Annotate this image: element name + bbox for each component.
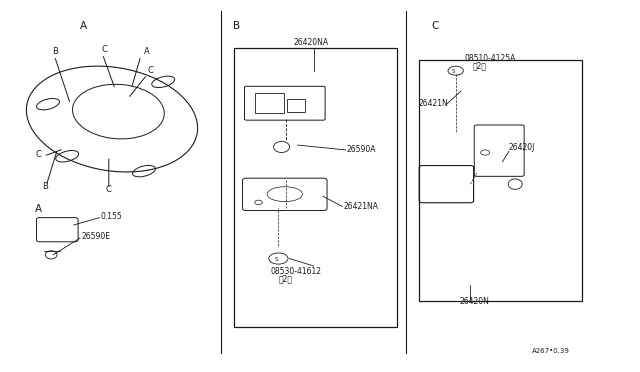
Text: C: C [106, 185, 111, 194]
Text: 26421NA: 26421NA [344, 202, 379, 211]
Text: C: C [148, 65, 154, 74]
Text: 〈2〉: 〈2〉 [278, 275, 292, 283]
Text: 26420N: 26420N [460, 297, 490, 306]
Text: A: A [35, 204, 42, 214]
Text: 26420NA: 26420NA [293, 38, 328, 46]
Text: 26421N: 26421N [419, 99, 448, 108]
Text: 08530-41612: 08530-41612 [270, 267, 321, 276]
Text: （2）: （2） [472, 62, 486, 71]
Text: A: A [144, 47, 150, 56]
Text: 08510-4125A: 08510-4125A [465, 54, 516, 63]
Text: B: B [42, 182, 48, 191]
Text: C: C [101, 45, 107, 54]
Text: S: S [275, 257, 278, 262]
Text: 26590E: 26590E [81, 232, 110, 241]
Text: A267•0.39: A267•0.39 [531, 348, 570, 354]
Text: B: B [233, 21, 241, 31]
Text: C: C [35, 150, 41, 159]
Text: 0.155: 0.155 [100, 212, 122, 221]
Text: C: C [431, 21, 439, 31]
Bar [255, 93, 284, 113]
Text: 26590A: 26590A [347, 145, 376, 154]
Bar [287, 99, 305, 112]
Text: 26420J: 26420J [509, 142, 535, 151]
Bar [419, 60, 582, 301]
Bar [234, 48, 397, 327]
Text: S: S [452, 68, 456, 74]
Text: B: B [52, 47, 58, 56]
Text: A: A [79, 21, 87, 31]
